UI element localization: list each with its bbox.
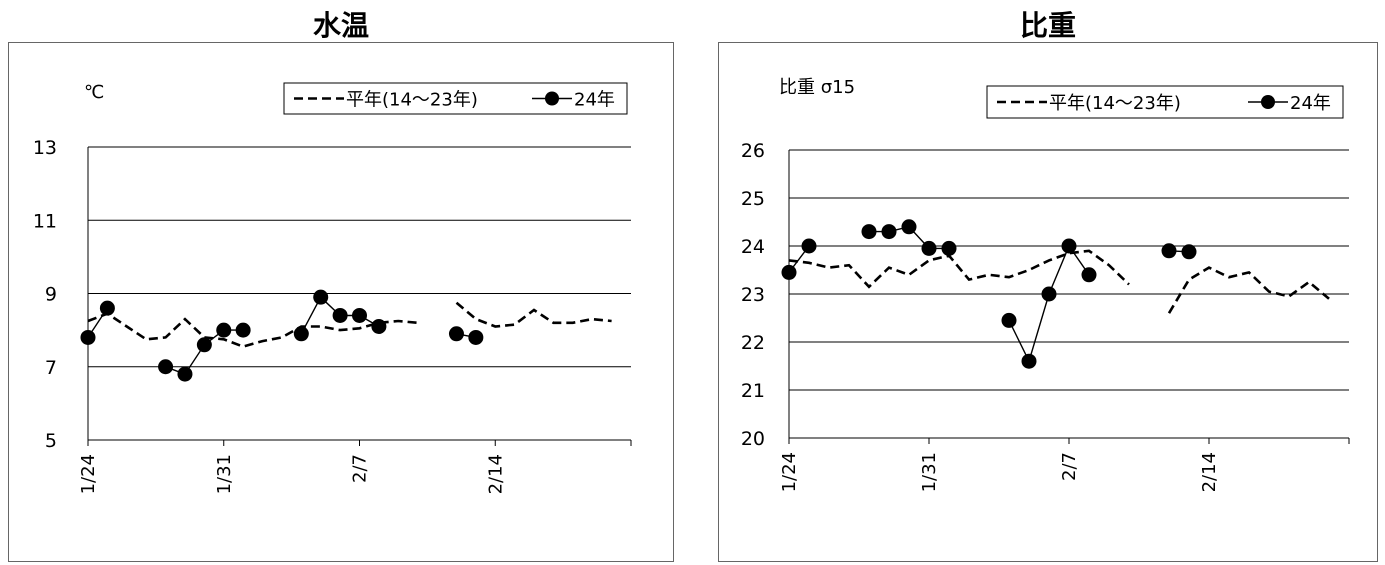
x-tick-label: 1/24: [78, 454, 99, 494]
x-tick-label: 2/14: [1199, 452, 1220, 492]
series-2024-point: [99, 300, 115, 316]
specific-gravity-chart: 20 21 22 23 24 25 26 1/24 1/31 2/7 2/14 比重 σ15 平年(14…: [741, 77, 1350, 492]
chart-title-specific-gravity: 比重: [1019, 9, 1076, 42]
series-2024-point: [352, 307, 367, 323]
y-tick-label: 11: [33, 210, 57, 232]
series-normal-line: [455, 301, 612, 328]
series-2024-point: [1181, 244, 1197, 260]
series-2024-point: [1021, 353, 1037, 369]
series-2024-point: [901, 219, 917, 235]
y-tick-label: 7: [45, 357, 57, 379]
legend-2024-marker: [545, 91, 559, 106]
series-2024-point: [1061, 238, 1077, 254]
chart-panel-water-temp: 5 7 9 11 13 1/24 1/31 2/7 2/14 ℃ 平年(14～23年) 24年: [8, 42, 674, 562]
series-2024-point: [801, 238, 817, 254]
series-2024-point: [1041, 286, 1057, 302]
x-tick-label: 1/24: [779, 452, 800, 492]
y-axis-label: 比重 σ15: [779, 77, 855, 98]
series-2024-point: [861, 224, 877, 240]
legend-2024-label: 24年: [1290, 93, 1331, 114]
series-2024-point: [216, 322, 232, 338]
legend-2024-label: 24年: [574, 90, 615, 111]
water-temp-chart: 5 7 9 11 13 1/24 1/31 2/7 2/14 ℃ 平年(14～23年) 24年: [33, 82, 632, 494]
series-2024-point: [293, 326, 309, 342]
y-tick-label: 22: [741, 332, 765, 354]
series-normal-line: [1167, 266, 1330, 314]
series-2024-point: [235, 322, 251, 338]
series-2024-point: [196, 337, 212, 353]
y-tick-label: 13: [33, 137, 57, 159]
series-2024-point: [371, 318, 387, 334]
x-tick-label: 2/7: [1059, 452, 1080, 481]
series-2024-point: [80, 329, 96, 345]
chart-panel-specific-gravity: 20 21 22 23 24 25 26 1/24 1/31 2/7 2/14 比重 σ15 平年(14…: [718, 42, 1378, 562]
series-normal-line: [87, 312, 418, 348]
y-tick-label: 21: [741, 380, 765, 402]
series-2024-point: [781, 264, 797, 280]
series-2024-point: [313, 289, 329, 305]
y-tick-label: 5: [45, 430, 57, 452]
series-2024-point: [1001, 312, 1017, 328]
series-2024-point: [332, 307, 348, 323]
series-2024-point: [177, 366, 193, 382]
series-2024-point: [921, 240, 937, 256]
series-2024-point: [448, 326, 464, 342]
y-tick-label: 23: [741, 284, 765, 306]
x-tick-label: 2/7: [350, 454, 371, 483]
legend-normal-label: 平年(14～23年): [1049, 93, 1181, 114]
y-tick-label: 9: [45, 284, 57, 306]
series-2024-point: [1081, 267, 1097, 283]
y-tick-label: 20: [741, 428, 765, 450]
y-tick-label: 25: [741, 188, 765, 210]
series-2024-point: [1161, 243, 1177, 259]
y-axis-label: ℃: [84, 82, 104, 103]
chart-title-water-temp: 水温: [312, 9, 369, 42]
series-2024-point: [941, 240, 957, 256]
y-tick-label: 24: [741, 236, 765, 258]
legend-2024-marker: [1261, 95, 1275, 109]
x-tick-label: 1/31: [919, 452, 940, 492]
series-2024-point: [881, 224, 897, 240]
series-normal-line: [788, 249, 1130, 289]
y-tick-label: 26: [741, 140, 765, 162]
series-2024-line: [1008, 244, 1090, 364]
series-2024-point: [468, 329, 484, 345]
x-tick-label: 2/14: [485, 454, 506, 494]
x-tick-label: 1/31: [214, 454, 235, 494]
series-2024-point: [158, 359, 174, 375]
legend-normal-label: 平年(14～23年): [346, 90, 478, 111]
